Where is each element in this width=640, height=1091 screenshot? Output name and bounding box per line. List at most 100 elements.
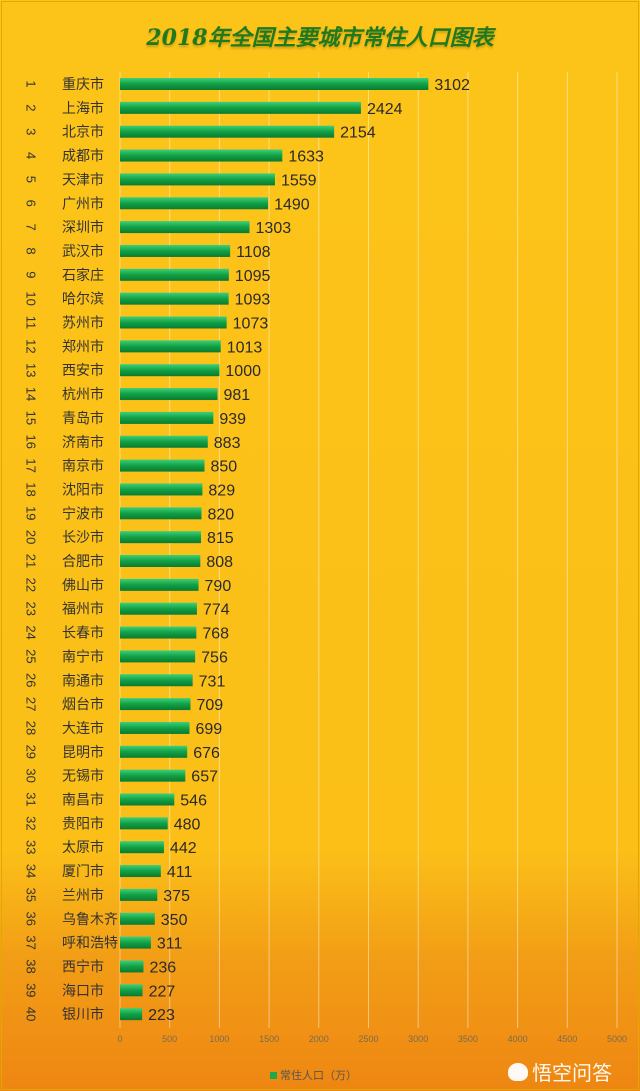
data-label: 829 (208, 482, 235, 499)
rank-label: 10 (24, 291, 39, 305)
bar (120, 984, 143, 997)
x-tick-label: 3000 (408, 1034, 428, 1044)
category-label: 合肥市 (62, 553, 104, 570)
x-tick-label: 0 (117, 1034, 122, 1044)
rank-label: 33 (24, 840, 39, 854)
data-label: 442 (170, 840, 197, 857)
category-label: 长春市 (62, 625, 104, 642)
rank-label: 27 (24, 697, 39, 711)
bar (120, 531, 202, 544)
category-label: 宁波市 (62, 505, 104, 522)
rank-label: 6 (24, 200, 39, 207)
category-label: 兰州市 (62, 887, 104, 904)
legend: 常住人口（万） (270, 1067, 357, 1083)
category-label: 武汉市 (62, 243, 104, 260)
category-label: 贵阳市 (62, 815, 104, 832)
bar (120, 936, 151, 949)
bar (120, 674, 193, 687)
rank-label: 24 (24, 625, 39, 639)
rank-label: 13 (24, 363, 39, 377)
bar (120, 149, 283, 162)
data-label: 227 (149, 983, 176, 1000)
data-label: 3102 (434, 77, 470, 94)
rank-label: 20 (24, 530, 39, 544)
rank-label: 38 (24, 959, 39, 973)
rank-label: 21 (24, 554, 39, 568)
rank-label: 15 (24, 411, 39, 425)
bar (120, 817, 168, 830)
rank-label: 14 (24, 387, 39, 401)
bar (120, 197, 269, 210)
rank-label: 39 (24, 983, 39, 997)
data-label: 1559 (281, 172, 317, 189)
data-label: 883 (214, 435, 241, 452)
x-tick-label: 5000 (607, 1034, 627, 1044)
data-label: 1095 (235, 268, 271, 285)
data-label: 756 (201, 649, 228, 666)
data-label: 657 (191, 769, 218, 786)
bar (120, 101, 361, 114)
rank-label: 30 (24, 768, 39, 782)
data-label: 1108 (236, 244, 271, 261)
category-label: 昆明市 (62, 744, 104, 761)
legend-swatch (270, 1071, 277, 1079)
rank-label: 34 (24, 864, 39, 878)
rank-label: 8 (24, 247, 39, 254)
data-label: 1073 (233, 316, 269, 333)
category-label: 上海市 (62, 100, 104, 117)
rank-label: 17 (24, 458, 39, 472)
bar (120, 435, 208, 448)
bar (120, 1008, 143, 1021)
chart-title: 2018年全国主要城市常住人口图表 (146, 25, 494, 51)
bar (120, 578, 199, 591)
x-tick-label: 3500 (458, 1034, 478, 1044)
data-label: 236 (149, 959, 176, 976)
x-tick-label: 1000 (209, 1034, 229, 1044)
data-label: 676 (193, 745, 220, 762)
category-label: 西安市 (62, 362, 104, 379)
bar (120, 912, 155, 925)
rank-label: 37 (24, 935, 39, 949)
category-label: 深圳市 (62, 219, 104, 236)
data-label: 709 (196, 697, 223, 714)
data-label: 850 (210, 459, 237, 476)
rank-label: 28 (24, 721, 39, 735)
bar (120, 78, 429, 90)
data-label: 939 (219, 411, 246, 428)
data-label: 311 (157, 936, 183, 953)
category-label: 太原市 (62, 839, 104, 856)
bar (120, 626, 197, 639)
data-label: 1093 (235, 292, 271, 309)
x-tick-label: 4000 (508, 1034, 528, 1044)
bar (120, 268, 229, 281)
bar (120, 388, 218, 401)
rank-label: 5 (24, 176, 39, 183)
data-label: 480 (174, 816, 201, 833)
category-label: 南通市 (62, 672, 104, 689)
category-label: 呼和浩特 (62, 936, 118, 952)
category-label: 厦门市 (62, 863, 104, 880)
category-label: 福州市 (62, 601, 104, 618)
rank-label: 16 (24, 435, 39, 449)
category-label: 成都市 (62, 148, 104, 165)
rank-label: 7 (24, 223, 39, 230)
category-label: 南昌市 (62, 792, 104, 809)
legend-label: 常住人口（万） (280, 1069, 357, 1082)
category-label: 青岛市 (62, 410, 104, 427)
category-label: 银川市 (62, 1006, 104, 1023)
rank-label: 19 (24, 506, 39, 520)
data-label: 768 (202, 626, 229, 643)
bar (120, 602, 197, 615)
bar (120, 340, 221, 353)
rank-label: 9 (24, 271, 39, 278)
watermark: 悟空问答 (508, 1057, 612, 1086)
rank-label: 4 (24, 152, 39, 159)
rank-label: 23 (24, 601, 39, 615)
rank-label: 31 (24, 792, 39, 806)
data-label: 350 (161, 912, 188, 929)
x-tick-label: 2000 (309, 1034, 329, 1044)
data-label: 731 (199, 673, 226, 690)
data-label: 808 (206, 554, 233, 571)
